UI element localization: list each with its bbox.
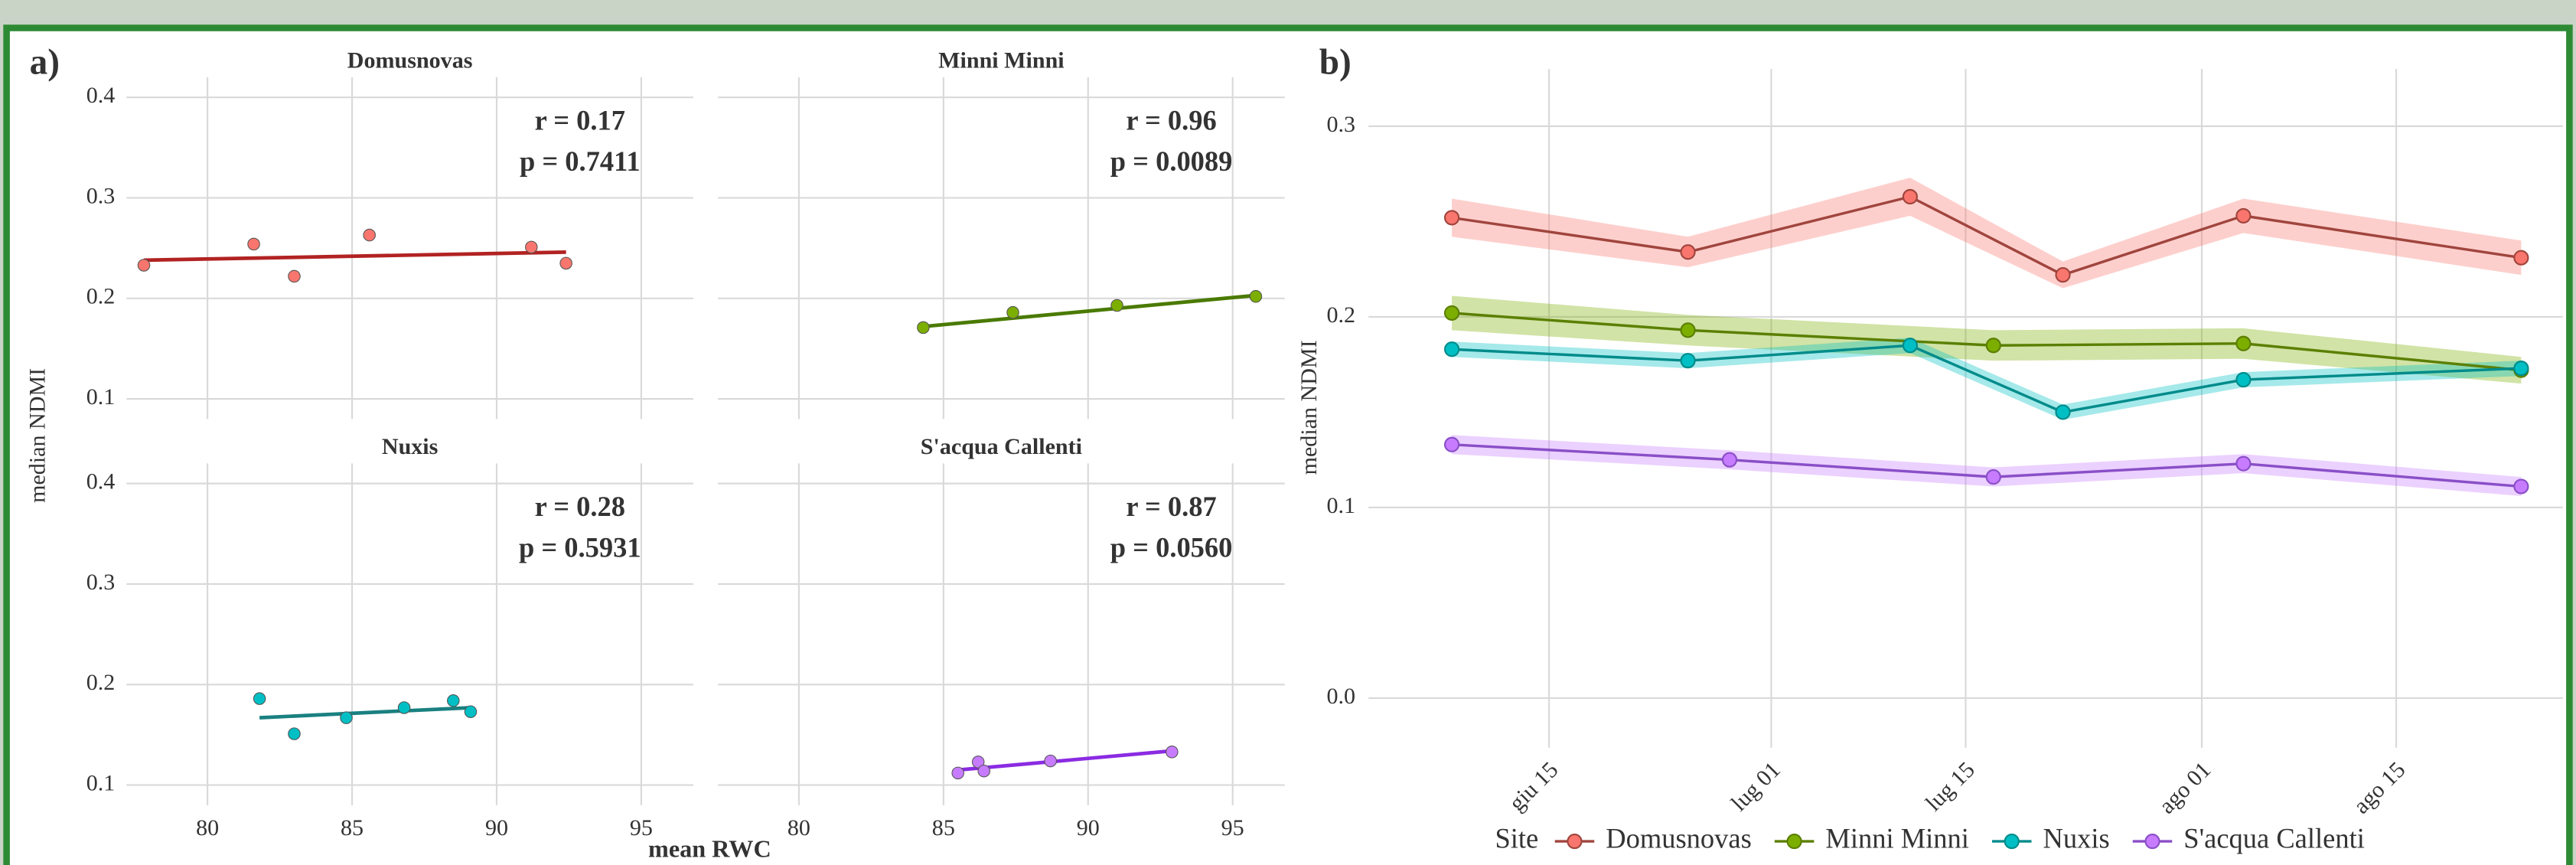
y-tick-label: 0.4: [86, 468, 116, 495]
point: [1903, 338, 1917, 352]
point: [2236, 337, 2250, 351]
stat-annotation: r = 0.17: [535, 104, 625, 135]
x-tick-label: 80: [787, 814, 810, 841]
y-tick-label: 0.2: [1326, 302, 1355, 328]
page: 0.1 0.2 0.3 0.4 Domusnovas r = 0.17 p = 0.7411…: [0, 0, 2576, 865]
x-tick-label: 95: [1221, 814, 1244, 841]
point: [2056, 405, 2070, 419]
panel-label: b): [1319, 43, 1352, 83]
legend-label: S'acqua Callenti: [2183, 822, 2365, 854]
facet-title: S'acqua Callenti: [921, 433, 1082, 459]
point: [253, 693, 265, 704]
point: [560, 257, 572, 269]
point: [1681, 323, 1695, 337]
y-tick-label: 0.3: [86, 182, 116, 208]
stat-annotation: p = 0.0089: [1110, 145, 1233, 177]
legend-marker: [1567, 834, 1581, 848]
y-tick-label: 0.2: [86, 283, 116, 309]
point: [2514, 480, 2528, 494]
point: [1987, 470, 2000, 484]
facet-title: Domusnovas: [347, 47, 473, 73]
point: [341, 712, 352, 723]
figure: 0.1 0.2 0.3 0.4 Domusnovas r = 0.17 p = 0.7411…: [0, 0, 2576, 865]
y-axis-label: median NDMI: [24, 368, 50, 503]
point: [1681, 245, 1695, 259]
legend-marker: [2005, 834, 2019, 848]
legend-label: Domusnovas: [1606, 822, 1752, 854]
legend-title: Site: [1495, 822, 1538, 854]
point: [1445, 306, 1459, 320]
y-tick-label: 0.0: [1326, 683, 1355, 709]
point: [398, 702, 409, 713]
point: [1045, 755, 1056, 766]
point: [1250, 290, 1261, 302]
facet-title: Nuxis: [382, 433, 438, 459]
point: [1987, 338, 2000, 352]
point: [526, 241, 537, 253]
point: [1723, 453, 1736, 467]
facet-title: Minni Minni: [938, 47, 1064, 73]
x-tick-label: 90: [485, 814, 508, 841]
point: [1445, 342, 1459, 356]
point: [465, 706, 476, 717]
x-tick-label: 90: [1077, 814, 1100, 841]
point: [138, 260, 149, 271]
y-tick-label: 0.1: [86, 384, 116, 410]
x-tick-label: 85: [932, 814, 955, 841]
point: [1111, 299, 1123, 311]
legend-label: Minni Minni: [1825, 822, 1969, 854]
point: [952, 767, 964, 778]
stat-annotation: r = 0.96: [1126, 104, 1216, 135]
point: [2514, 361, 2528, 375]
y-tick-label: 0.3: [86, 569, 116, 595]
point: [1903, 190, 1917, 204]
legend-marker: [1788, 834, 1802, 848]
stat-annotation: r = 0.87: [1126, 491, 1216, 522]
x-tick-label: 85: [341, 814, 364, 841]
point: [1445, 438, 1459, 452]
point: [248, 238, 259, 250]
y-tick-label: 0.1: [86, 769, 116, 795]
stat-annotation: p = 0.0560: [1110, 532, 1233, 563]
y-tick-label: 0.2: [86, 669, 116, 695]
legend-marker: [2145, 834, 2159, 848]
point: [2236, 457, 2250, 471]
y-tick-label: 0.4: [86, 82, 116, 108]
y-tick-label: 0.3: [1326, 111, 1355, 137]
y-tick-label: 0.1: [1326, 492, 1355, 518]
stat-annotation: p = 0.5931: [519, 532, 641, 563]
point: [2056, 268, 2070, 282]
panel-label: a): [30, 43, 60, 83]
stat-annotation: r = 0.28: [535, 491, 625, 522]
x-tick-label: 80: [196, 814, 219, 841]
stat-annotation: p = 0.7411: [520, 145, 641, 177]
y-axis-label: median NDMI: [1296, 340, 1322, 475]
point: [2236, 373, 2250, 387]
x-axis-label: mean RWC: [648, 834, 771, 862]
point: [289, 270, 300, 282]
legend-label: Nuxis: [2043, 822, 2110, 854]
point: [364, 229, 375, 240]
point: [1007, 306, 1019, 318]
point: [1681, 354, 1695, 367]
point: [978, 765, 990, 776]
point: [2514, 251, 2528, 265]
point: [448, 695, 459, 707]
point: [2236, 209, 2250, 223]
point: [918, 322, 929, 333]
point: [1445, 211, 1459, 224]
point: [289, 728, 300, 739]
point: [1166, 746, 1178, 758]
